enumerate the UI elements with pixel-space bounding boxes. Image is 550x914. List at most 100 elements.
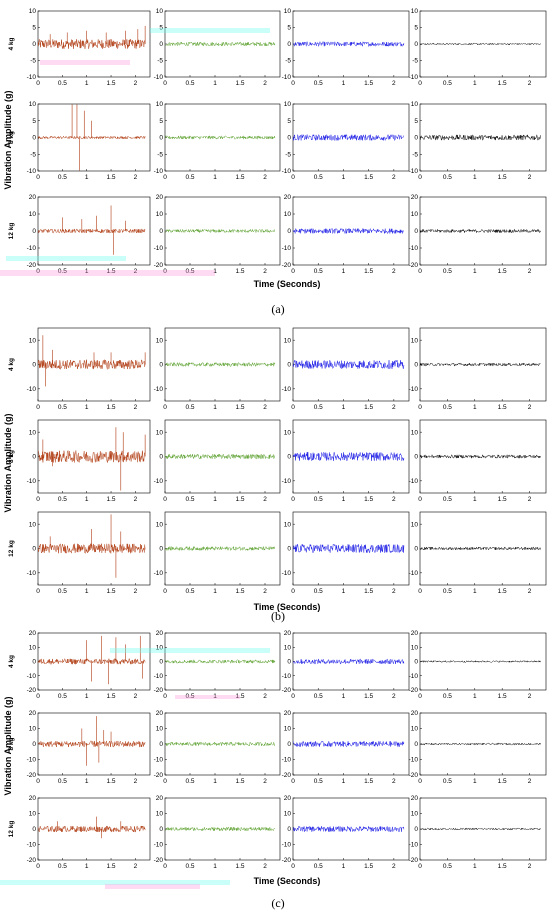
y-tick-label: 0 xyxy=(287,135,291,142)
x-tick-label: 1.5 xyxy=(364,268,373,275)
x-tick-label: 1.5 xyxy=(235,496,244,503)
y-tick-label: 20 xyxy=(156,194,164,201)
y-tick-label: 10 xyxy=(411,429,419,436)
y-tick-label: -5 xyxy=(412,58,418,65)
y-tick-label: 0 xyxy=(32,135,36,142)
y-tick-label: 20 xyxy=(29,630,37,637)
x-tick-label: 2 xyxy=(263,588,267,595)
y-tick-label: 10 xyxy=(284,644,292,651)
subplot: -10 0 10 0 0.5 1 1.5 2 xyxy=(154,419,281,503)
x-tick-label: 1 xyxy=(473,588,477,595)
x-tick-label: 2 xyxy=(134,268,138,275)
subplot: -10 -5 0 5 10 0 0.5 1 1.5 2 xyxy=(282,101,410,181)
y-tick-label: 10 xyxy=(411,521,419,528)
y-tick-label: 0 xyxy=(287,741,291,748)
y-tick-label: 20 xyxy=(411,795,419,802)
x-tick-label: 1 xyxy=(85,778,89,785)
x-tick-label: 0 xyxy=(418,404,422,411)
y-tick-label: -20 xyxy=(409,772,419,779)
x-tick-label: 2 xyxy=(134,588,138,595)
y-tick-label: 0 xyxy=(32,546,36,553)
x-tick-label: 0 xyxy=(163,80,167,87)
y-tick-label: 5 xyxy=(414,25,418,32)
y-tick-label: 0 xyxy=(32,826,36,833)
x-tick-label: 0.5 xyxy=(185,80,194,87)
x-tick-label: 2 xyxy=(263,778,267,785)
x-tick-label: 2 xyxy=(528,863,532,870)
subplot: -20 -10 0 10 20 0 0.5 1 1.5 2 xyxy=(154,630,281,700)
y-tick-label: 10 xyxy=(284,726,292,733)
x-tick-label: 0 xyxy=(291,496,295,503)
y-tick-label: 5 xyxy=(414,118,418,125)
x-tick-label: 0 xyxy=(163,863,167,870)
y-tick-label: 10 xyxy=(156,726,164,733)
y-tick-label: 0 xyxy=(32,741,36,748)
x-tick-label: 0 xyxy=(291,863,295,870)
x-tick-label: 2 xyxy=(134,496,138,503)
x-tick-label: 0.5 xyxy=(58,693,67,700)
signal-trace xyxy=(419,659,541,664)
y-tick-label: -20 xyxy=(154,262,164,269)
x-tick-label: 0.5 xyxy=(58,174,67,181)
y-tick-label: 10 xyxy=(411,644,419,651)
x-tick-label: 1 xyxy=(213,863,217,870)
x-tick-label: 1.5 xyxy=(364,693,373,700)
x-tick-label: 2 xyxy=(392,863,396,870)
x-tick-label: 1 xyxy=(342,496,346,503)
row-label-12kg: 12 kg xyxy=(8,821,15,838)
y-tick-label: 20 xyxy=(156,630,164,637)
x-tick-label: 1 xyxy=(473,863,477,870)
y-tick-label: -10 xyxy=(409,842,419,849)
y-tick-label: -10 xyxy=(154,74,164,81)
x-tick-label: 1 xyxy=(213,174,217,181)
x-tick-label: 1.5 xyxy=(107,80,116,87)
subplot: -20 -10 0 10 20 0 0.5 1 1.5 2 xyxy=(282,710,410,785)
x-tick-label: 0 xyxy=(418,693,422,700)
x-tick-label: 0.5 xyxy=(185,693,194,700)
x-tick-label: 2 xyxy=(528,693,532,700)
y-tick-label: 10 xyxy=(156,101,164,108)
x-tick-label: 0 xyxy=(291,693,295,700)
subplot: -10 0 10 0 0.5 1 1.5 2 xyxy=(409,327,547,411)
y-tick-label: -20 xyxy=(409,857,419,864)
x-tick-label: 0.5 xyxy=(443,404,452,411)
artifact-smear xyxy=(105,884,200,889)
x-tick-label: 1.5 xyxy=(498,693,507,700)
y-tick-label: 20 xyxy=(284,630,292,637)
x-tick-label: 0 xyxy=(291,80,295,87)
x-tick-label: 1.5 xyxy=(107,778,116,785)
y-tick-label: 10 xyxy=(156,8,164,15)
x-tick-label: 0 xyxy=(36,404,40,411)
x-tick-label: 0.5 xyxy=(185,268,194,275)
y-tick-label: -20 xyxy=(27,857,37,864)
y-tick-label: 10 xyxy=(284,811,292,818)
x-tick-label: 2 xyxy=(134,80,138,87)
x-tick-label: 2 xyxy=(528,496,532,503)
artifact-smear xyxy=(175,695,240,699)
y-tick-label: -10 xyxy=(27,168,37,175)
y-tick-label: 20 xyxy=(411,630,419,637)
y-tick-label: -10 xyxy=(409,673,419,680)
subplot: -20 -10 0 10 20 0 0.5 1 1.5 2 xyxy=(27,630,151,700)
x-tick-label: 2 xyxy=(134,693,138,700)
y-tick-label: -10 xyxy=(154,570,164,577)
x-tick-label: 1 xyxy=(213,404,217,411)
signal-trace xyxy=(419,228,541,234)
x-tick-label: 1.5 xyxy=(235,404,244,411)
y-tick-label: 5 xyxy=(32,118,36,125)
y-tick-label: 20 xyxy=(411,710,419,717)
x-tick-label: 2 xyxy=(528,174,532,181)
x-tick-label: 0 xyxy=(163,693,167,700)
x-tick-label: 1 xyxy=(342,778,346,785)
y-tick-label: 10 xyxy=(29,811,37,818)
axes-frame xyxy=(37,419,151,494)
y-tick-label: -10 xyxy=(282,757,292,764)
x-tick-label: 0 xyxy=(163,268,167,275)
subplot: -20 -10 0 10 20 0 0.5 1 1.5 2 xyxy=(409,710,547,785)
y-tick-label: -10 xyxy=(27,478,37,485)
x-tick-label: 2 xyxy=(134,863,138,870)
subplot: -10 0 10 0 0.5 1 1.5 2 xyxy=(282,511,410,595)
x-tick-label: 0.5 xyxy=(58,778,67,785)
x-tick-label: 1 xyxy=(85,863,89,870)
signal-trace xyxy=(419,453,541,460)
